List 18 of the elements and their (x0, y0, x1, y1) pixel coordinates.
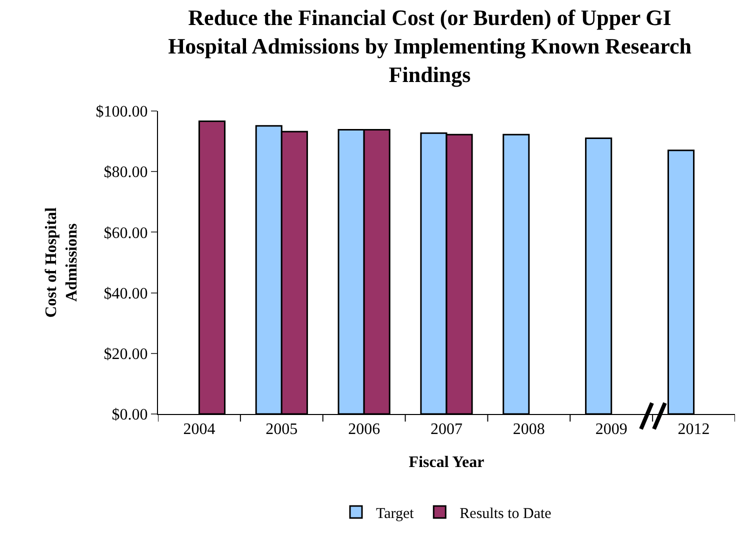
y-tick-label: $40.00 (104, 285, 148, 302)
x-tick-label: 2008 (512, 421, 545, 438)
chart-title: Reduce the Financial Cost (or Burden) of Upper GI Hospital Admissions by Implementing Known Research Findings (168, 4, 692, 88)
x-tick-label: 2007 (430, 421, 462, 438)
y-tick-label: $0.00 (112, 406, 148, 424)
y-tick-label: $60.00 (104, 224, 148, 242)
x-tick-label: 2012 (678, 421, 710, 438)
x-tick-label: 2009 (595, 421, 628, 438)
x-tick-label: 2006 (348, 421, 380, 438)
x-tick-label: 2004 (183, 421, 216, 438)
y-tick-label: $100.00 (96, 104, 148, 121)
legend-label: Results to Date (460, 506, 552, 522)
y-tick-label: $20.00 (104, 346, 148, 363)
legend-label: Target (376, 506, 415, 522)
x-axis-title: Fiscal Year (408, 454, 484, 471)
y-axis-title: Cost of Hospital Admissions (42, 206, 81, 318)
x-tick-label: 2005 (266, 421, 298, 438)
y-tick-label: $80.00 (104, 164, 148, 182)
